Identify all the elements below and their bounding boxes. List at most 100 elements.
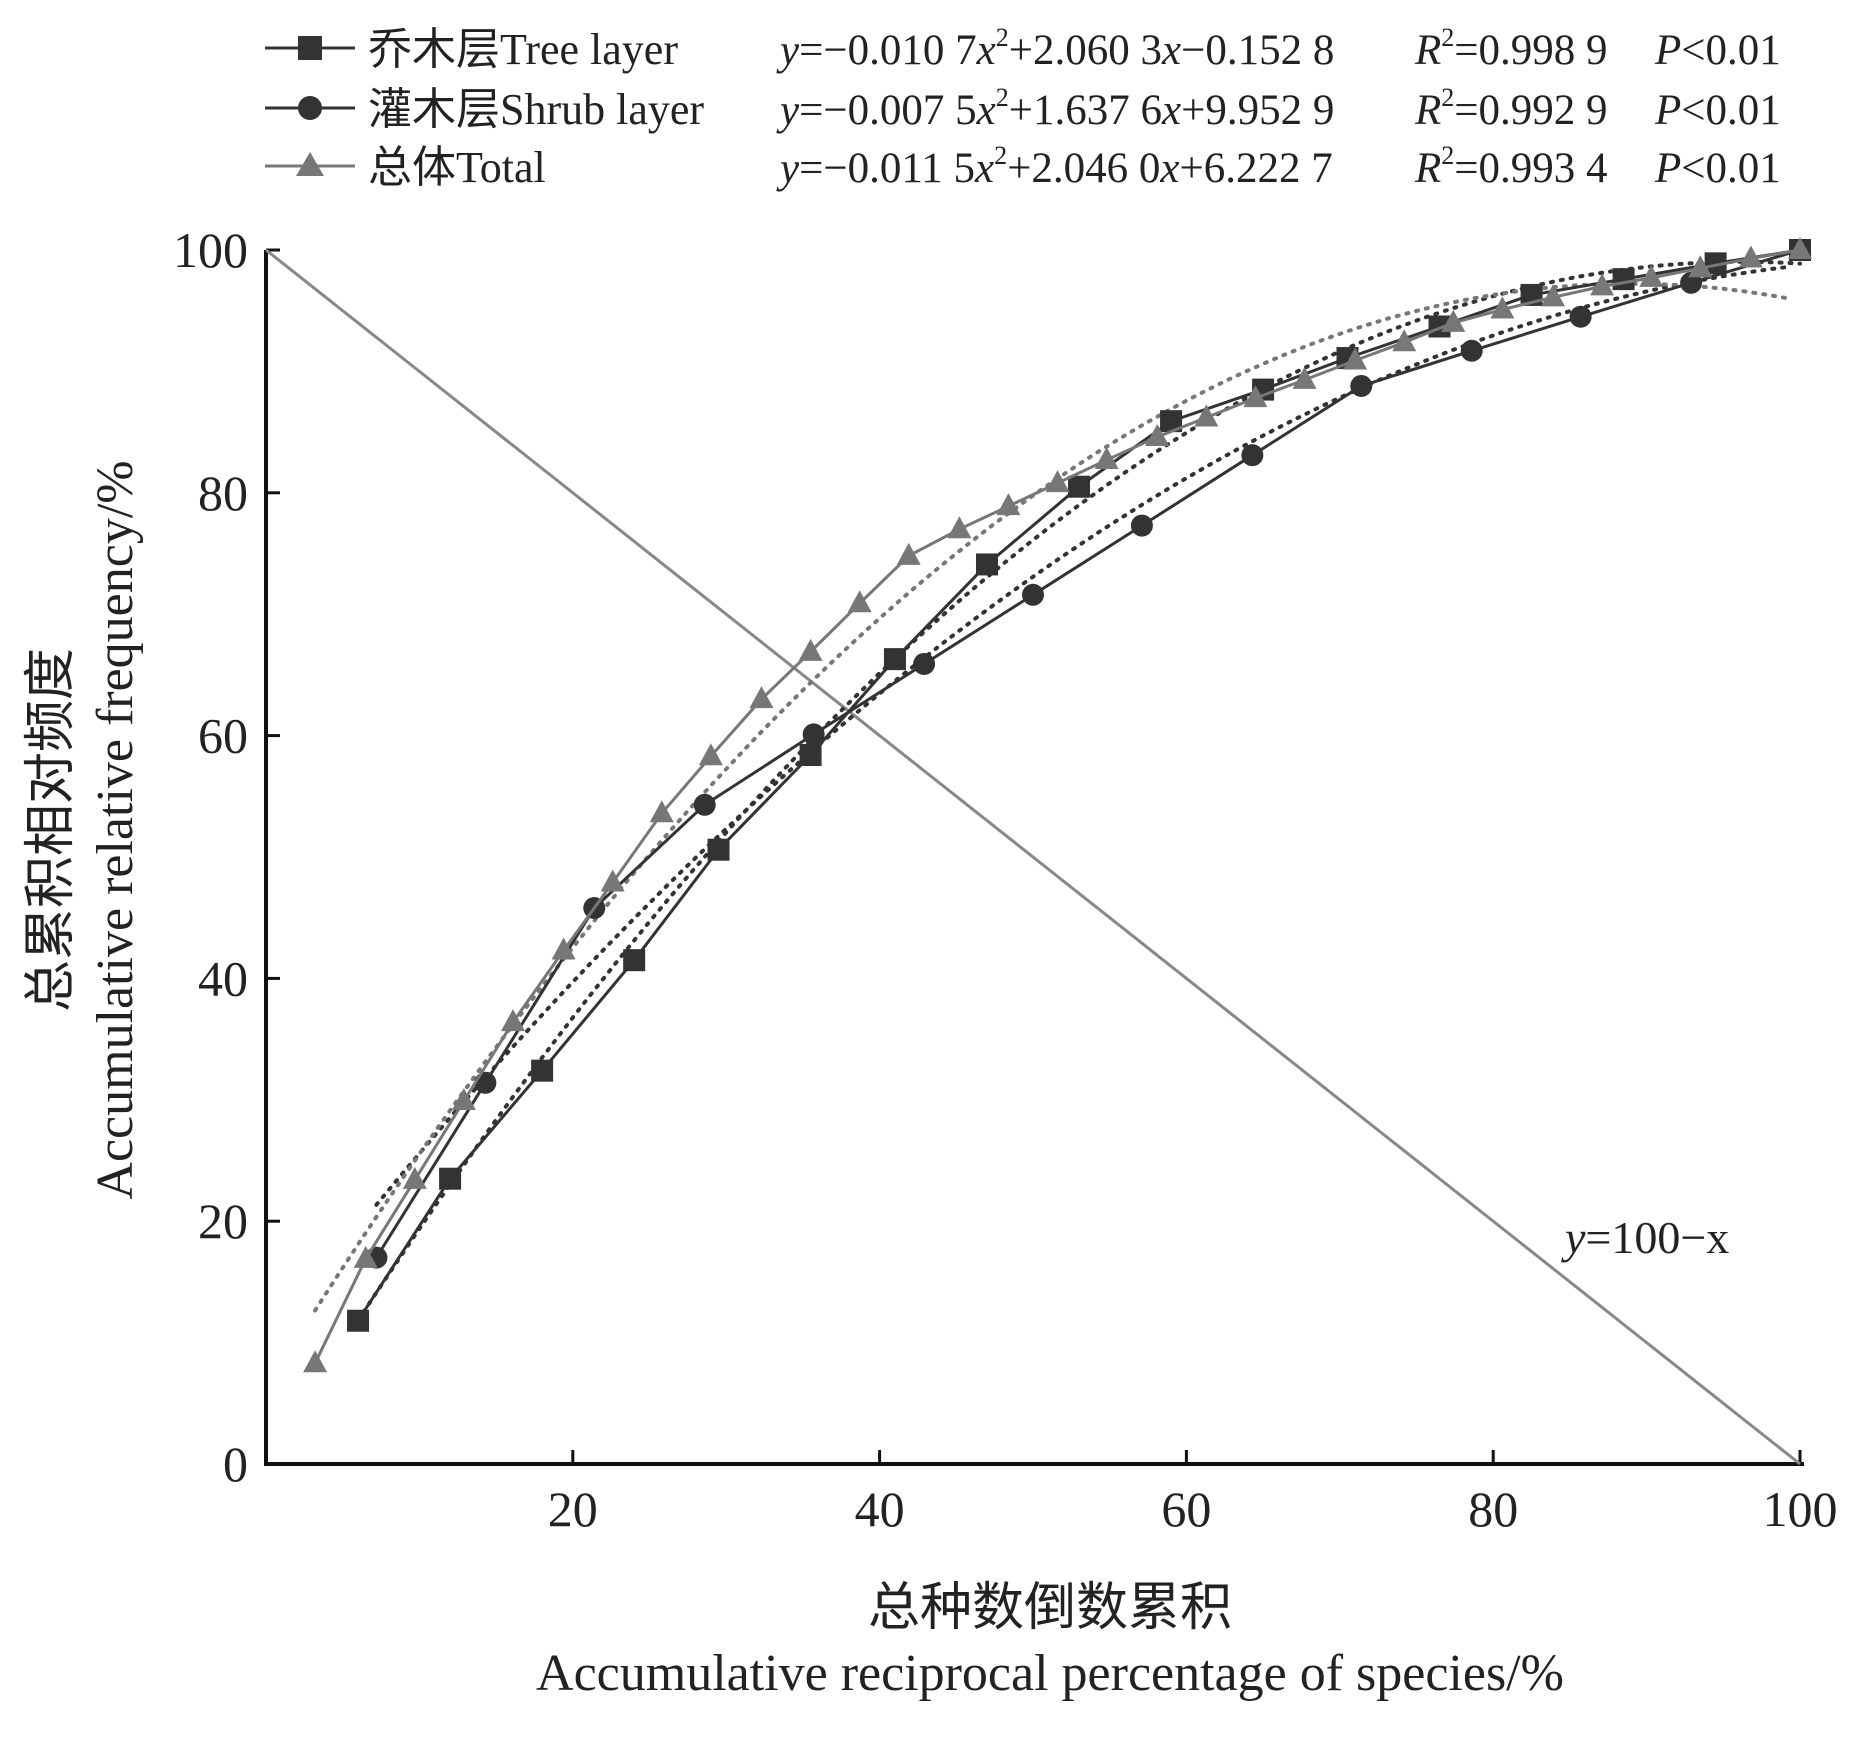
x-tick-label: 20 [548, 1481, 598, 1537]
data-point [1541, 284, 1566, 307]
data-point [693, 793, 716, 816]
data-point [947, 516, 972, 539]
data-point [1612, 268, 1635, 291]
y-tick-label: 40 [198, 950, 248, 1006]
data-point [623, 949, 646, 972]
series-circle [365, 239, 1811, 1269]
reference-line-label: y=100−x [1561, 1212, 1729, 1263]
data-point [1094, 447, 1119, 470]
series-line [356, 248, 1801, 1322]
data-point [1460, 339, 1483, 362]
data-point [1045, 470, 1070, 493]
data-point [1569, 305, 1592, 328]
fit-curve-triangle [313, 281, 1790, 1313]
data-point [799, 744, 822, 767]
y-ticks: 0 20 40 60 80 100 [173, 222, 280, 1492]
legend-label-tree: 乔木层Tree layer [368, 25, 678, 74]
data-point [1160, 410, 1183, 433]
equation-total: y=−0.011 5x2+2.046 0x+6.222 7 [776, 141, 1333, 192]
x-axis-title-en: Accumulative reciprocal percentage of sp… [536, 1645, 1564, 1702]
data-point [531, 1059, 554, 1082]
r-squared-total: R2=0.993 4 [1414, 141, 1608, 192]
p-value-total: P<0.01 [1654, 145, 1781, 192]
x-axis-title-cn: 总种数倒数累积 [868, 1580, 1232, 1637]
data-point [551, 937, 576, 960]
data-point [1738, 245, 1763, 268]
x-tick-label: 80 [1468, 1481, 1518, 1537]
data-point [347, 1309, 370, 1332]
r-squared-tree: R2=0.998 9 [1414, 23, 1608, 74]
data-point [649, 800, 674, 823]
data-point [698, 743, 723, 766]
data-point [896, 542, 921, 565]
y-tick-label: 0 [223, 1436, 248, 1492]
data-point [749, 686, 774, 709]
data-point [1590, 273, 1615, 296]
data-point [451, 1088, 476, 1111]
data-point [474, 1071, 497, 1094]
data-point [802, 723, 825, 746]
data-point [1350, 374, 1373, 397]
data-point [1145, 423, 1170, 446]
data-point [1688, 255, 1713, 278]
data-point [1022, 583, 1044, 606]
data-point [1680, 271, 1703, 294]
data-point [975, 553, 998, 576]
data-point [1639, 264, 1664, 287]
y-axis-title-cn: 总累积相对频度 [23, 648, 80, 1012]
legend-label-total: 总体Total [368, 143, 546, 192]
x-tick-label: 100 [1763, 1481, 1838, 1537]
y-tick-label: 100 [173, 222, 248, 278]
series-line [375, 248, 1801, 1259]
data-point [1130, 514, 1153, 537]
axes [264, 250, 1804, 1466]
data-point [500, 1009, 525, 1032]
data-point [1292, 366, 1317, 389]
fit-curve-circle [374, 265, 1790, 1207]
data-point [1704, 252, 1727, 275]
data-point [707, 838, 730, 861]
legend-label-shrub: 灌木层Shrub layer [368, 85, 704, 134]
y-axis-title-en: Accumulative relative frequency/% [87, 460, 144, 1199]
legend-entry-total: 总体Total y=−0.011 5x2+2.046 0x+6.222 7 R2… [265, 141, 1781, 192]
data-point [1241, 444, 1264, 467]
data-point [913, 652, 936, 675]
y-tick-label: 60 [198, 708, 248, 764]
fit-curve-square [356, 259, 1802, 1323]
data-point [1068, 475, 1091, 498]
equation-tree: y=−0.010 7x2+2.060 3x−0.152 8 [776, 23, 1334, 74]
legend-marker-circle [298, 96, 322, 120]
data-point [1441, 309, 1466, 332]
legend-entry-tree: 乔木层Tree layer y=−0.010 7x2+2.060 3x−0.15… [265, 23, 1781, 74]
data-point [303, 1350, 328, 1373]
data-point [1788, 237, 1812, 259]
data-point [996, 493, 1021, 516]
y-tick-label: 80 [198, 465, 248, 521]
p-value-shrub: P<0.01 [1654, 87, 1781, 134]
data-point [798, 638, 823, 661]
data-point [1392, 329, 1417, 352]
x-tick-label: 60 [1161, 1481, 1211, 1537]
data-point [847, 590, 872, 613]
legend-entry-shrub: 灌木层Shrub layer y=−0.007 5x2+1.637 6x+9.9… [265, 83, 1781, 134]
data-point [1194, 404, 1219, 427]
data-point [353, 1245, 378, 1268]
data-point [883, 648, 906, 671]
y-tick-label: 20 [198, 1193, 248, 1249]
series [303, 237, 1812, 1373]
x-tick-label: 40 [855, 1481, 905, 1537]
series-square [347, 239, 1811, 1332]
data-point [1343, 347, 1368, 370]
p-value-tree: P<0.01 [1654, 27, 1781, 74]
legend: 乔木层Tree layer y=−0.010 7x2+2.060 3x−0.15… [265, 23, 1781, 192]
fit-curves [313, 259, 1802, 1323]
data-point [402, 1166, 427, 1189]
legend-marker-triangle [296, 152, 324, 176]
data-point [1490, 296, 1515, 319]
x-ticks: 20 40 60 80 100 [548, 1450, 1838, 1537]
data-point [439, 1167, 462, 1190]
legend-marker-square [298, 36, 322, 60]
equation-shrub: y=−0.007 5x2+1.637 6x+9.952 9 [776, 83, 1334, 134]
data-point [600, 869, 625, 892]
r-squared-shrub: R2=0.992 9 [1414, 83, 1608, 134]
